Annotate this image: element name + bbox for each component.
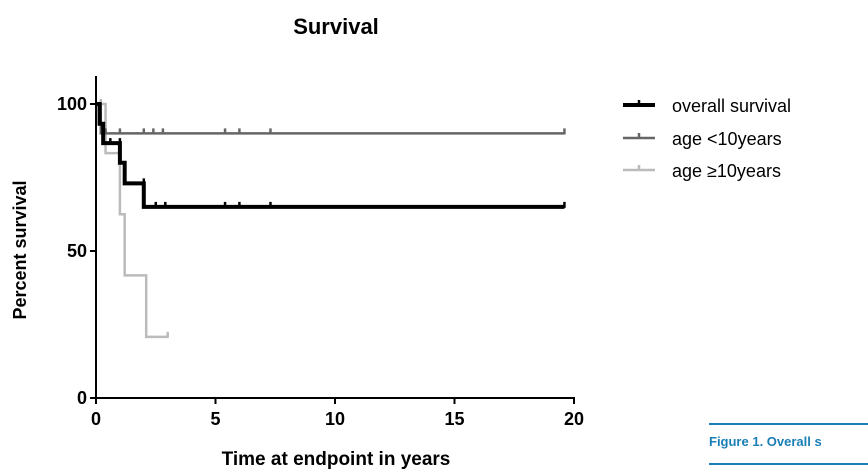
series-layer [96,99,566,339]
series-line [96,102,565,209]
figure-caption: Figure 1. Overall s [709,434,822,449]
caption-bottom-rule [709,463,868,465]
legend: overall survival age <10years age ≥10years [623,96,791,181]
x-tick-label: 20 [564,409,584,429]
chart-title: Survival [293,14,379,39]
legend-label: age <10years [672,129,782,149]
y-tick-label: 0 [77,388,87,408]
y-tick-label: 100 [57,94,87,114]
x-tick-label: 15 [444,409,464,429]
legend-label: age ≥10years [672,161,781,181]
x-tick-label: 5 [210,409,220,429]
caption-top-rule [709,423,868,425]
x-tick-label: 0 [91,409,101,429]
y-tick-label: 50 [67,241,87,261]
y-axis-label: Percent survival [10,180,30,319]
x-tick-label: 10 [325,409,345,429]
x-axis-label: Time at endpoint in years [222,449,451,470]
series-line [96,102,565,135]
legend-label: overall survival [672,96,791,116]
series-line [96,102,168,339]
axes: 0 5 10 15 20 0 50 100 [57,76,584,429]
